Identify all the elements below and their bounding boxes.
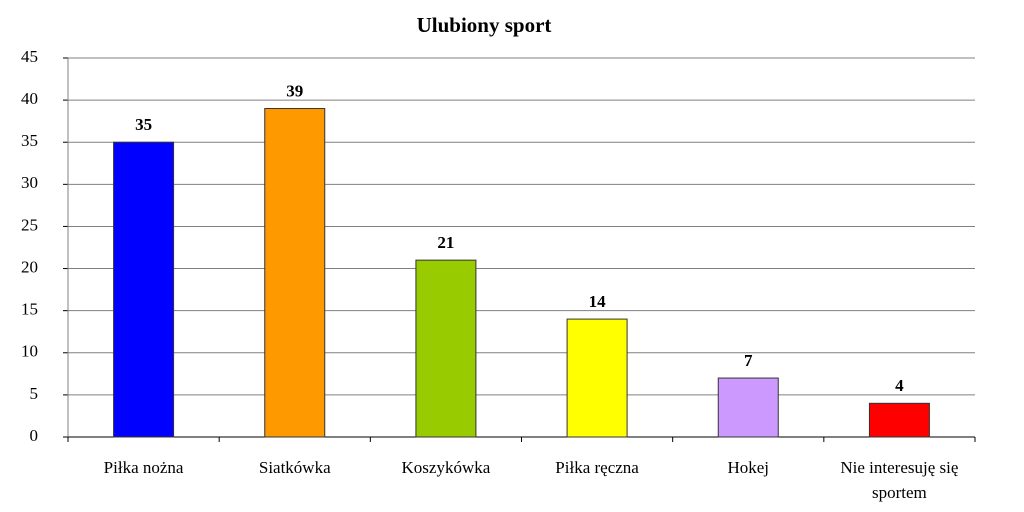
y-tick-label: 25	[21, 215, 38, 234]
y-tick-label: 20	[21, 257, 38, 276]
bar	[868, 402, 930, 438]
value-label: 7	[744, 351, 753, 370]
value-label: 21	[437, 233, 454, 252]
bar	[264, 108, 326, 438]
y-tick-label: 40	[21, 89, 38, 108]
value-label: 14	[589, 292, 607, 311]
bar	[717, 377, 779, 438]
chart-title: Ulubiony sport	[417, 13, 552, 37]
x-tick-label: Nie interesuję się sportem	[840, 458, 959, 502]
x-tick-label: Piłka nożna	[103, 458, 184, 477]
y-tick-label: 35	[21, 131, 38, 150]
y-tick-label: 0	[30, 426, 39, 445]
value-label: 4	[895, 376, 904, 395]
bar	[113, 141, 175, 438]
y-tick-label: 5	[30, 384, 39, 403]
value-label: 35	[135, 115, 152, 134]
y-tick-label: 15	[21, 300, 38, 319]
x-tick-label: Koszykówka	[401, 458, 491, 477]
value-label: 39	[286, 81, 303, 100]
y-tick-label: 45	[21, 47, 38, 66]
y-tick-label: 10	[21, 342, 38, 361]
x-tick-label: Piłka ręczna	[555, 458, 639, 477]
bar	[566, 318, 628, 438]
x-tick-label: Siatkówka	[258, 458, 331, 477]
bar	[415, 259, 477, 438]
x-tick-label: Hokej	[727, 458, 770, 477]
y-tick-label: 30	[21, 173, 38, 192]
